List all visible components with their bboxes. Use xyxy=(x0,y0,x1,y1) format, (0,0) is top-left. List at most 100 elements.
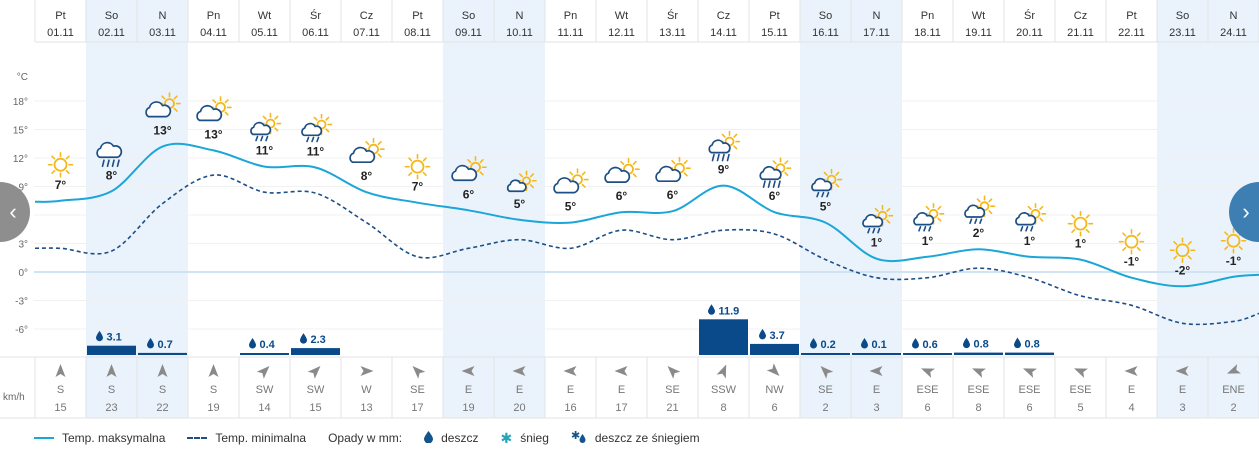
tmax-data-label: 6° xyxy=(667,188,679,202)
wind-speed-label: 17 xyxy=(615,402,627,414)
precip-value-label: 3.7 xyxy=(770,330,785,342)
day-of-week-label: Śr xyxy=(1024,9,1035,22)
sun-ray xyxy=(733,145,738,150)
sun-rays xyxy=(404,153,431,180)
wind-direction-label: S xyxy=(108,384,115,396)
cloud-sun-icon xyxy=(349,137,385,164)
day-of-week-label: So xyxy=(819,10,832,22)
cloud-shape xyxy=(1015,212,1037,226)
sun-cloud-heavy-rain-icon xyxy=(759,157,792,188)
legend-snow: ✱ śnieg xyxy=(500,430,548,447)
rain-stroke xyxy=(306,136,310,143)
y-tick-label: 12° xyxy=(13,154,28,165)
sun-cloud-rain-icon xyxy=(811,168,843,198)
rain-stroke xyxy=(767,180,771,188)
precip-bar xyxy=(240,353,289,355)
sun-ray xyxy=(886,219,891,224)
sun-ray xyxy=(937,217,942,222)
sun-ray xyxy=(772,160,777,165)
precip-value-label: 0.6 xyxy=(923,339,938,351)
precip-value-label: 0.1 xyxy=(872,339,887,351)
precip-value-label: 0.7 xyxy=(158,339,173,351)
rain-stroke xyxy=(726,153,730,162)
wind-arrow-icon xyxy=(157,364,168,377)
weekend-background xyxy=(1157,0,1208,418)
date-label: 17.11 xyxy=(863,27,890,39)
wind-speed-label: 19 xyxy=(462,402,474,414)
sun-disc xyxy=(53,157,68,172)
rain-stroke xyxy=(311,136,315,143)
precip-label: 3.7 xyxy=(759,328,785,342)
sun-ray xyxy=(784,160,789,165)
day-of-week-label: N xyxy=(516,10,524,22)
date-label: 23.11 xyxy=(1169,27,1196,39)
precip-label: 0.8 xyxy=(963,337,989,351)
sun-ray xyxy=(173,107,178,112)
y-tick-label: 0° xyxy=(18,268,28,279)
wind-arrow-icon xyxy=(1023,368,1037,378)
legend-snow-label: śnieg xyxy=(520,431,549,445)
sun-cloud-rain-icon xyxy=(250,112,282,142)
cloud-shape xyxy=(655,165,682,183)
legend-rain-label: deszcz xyxy=(441,431,479,445)
sun-ray xyxy=(65,169,70,175)
sun-icon xyxy=(1118,228,1145,255)
raindrop-icon xyxy=(861,338,868,349)
raindrop-icon xyxy=(96,330,103,342)
sun-ray xyxy=(581,183,586,188)
wind-arrow-icon xyxy=(1227,364,1241,374)
sun-ray xyxy=(212,99,217,104)
rain-stroke xyxy=(260,135,264,142)
sun-ray xyxy=(1224,231,1229,236)
cloud-shape xyxy=(759,166,782,181)
rain-stroke xyxy=(918,226,922,232)
date-label: 11.11 xyxy=(558,27,584,39)
wind-arrow-icon xyxy=(106,364,117,377)
sun-ray xyxy=(874,207,879,212)
tmax-data-label: 11° xyxy=(256,144,274,158)
tmax-data-label: 11° xyxy=(307,145,325,159)
rain-stroke xyxy=(923,226,927,232)
cloud-sun-icon xyxy=(655,156,691,183)
rain-stroke xyxy=(101,159,105,168)
wind-arrow-icon xyxy=(766,363,780,376)
weekend-background xyxy=(443,0,494,418)
chevron-right-icon: › xyxy=(1242,199,1250,224)
wind-arrow-icon xyxy=(1124,366,1138,376)
wind-speed-label: 22 xyxy=(156,402,168,414)
rain-cloud-icon xyxy=(96,141,123,168)
rain-stroke xyxy=(872,227,876,234)
date-label: 03.11 xyxy=(149,27,176,39)
day-of-week-label: Pn xyxy=(564,10,577,22)
wind-arrow-icon xyxy=(820,366,834,379)
rain-stroke xyxy=(1025,226,1029,232)
sun-ray xyxy=(529,173,535,178)
wind-speed-label: 14 xyxy=(258,402,270,414)
wind-direction-label: SSW xyxy=(711,384,737,396)
sun-cloud-heavy-rain-icon xyxy=(708,130,741,162)
sun-ray xyxy=(1136,232,1141,237)
precip-label: 0.8 xyxy=(1014,337,1040,351)
raindrop-icon xyxy=(708,304,715,315)
sun-ray xyxy=(683,159,688,165)
sun-disc xyxy=(410,159,425,174)
precip-bar xyxy=(699,319,748,355)
wind-direction-label: S xyxy=(159,384,166,396)
sun-rays xyxy=(47,151,74,178)
sun-ray xyxy=(1027,205,1032,211)
rain-stroke xyxy=(969,218,973,224)
day-of-week-label: Pt xyxy=(769,10,779,22)
tmax-data-label: 1° xyxy=(871,236,883,250)
cloud-shape xyxy=(913,212,935,226)
dashed-line-swatch xyxy=(187,437,208,439)
wind-direction-label: SE xyxy=(818,384,833,396)
tmax-data-label: 13° xyxy=(204,127,222,141)
sun-ray xyxy=(886,207,891,212)
sun-ray xyxy=(365,140,370,146)
cloud-shape xyxy=(145,101,172,118)
date-label: 08.11 xyxy=(404,27,431,39)
sun-ray xyxy=(224,111,229,116)
sun-ray xyxy=(1071,214,1076,219)
y-tick-label: 15° xyxy=(13,126,28,137)
weekend-background xyxy=(494,0,545,418)
